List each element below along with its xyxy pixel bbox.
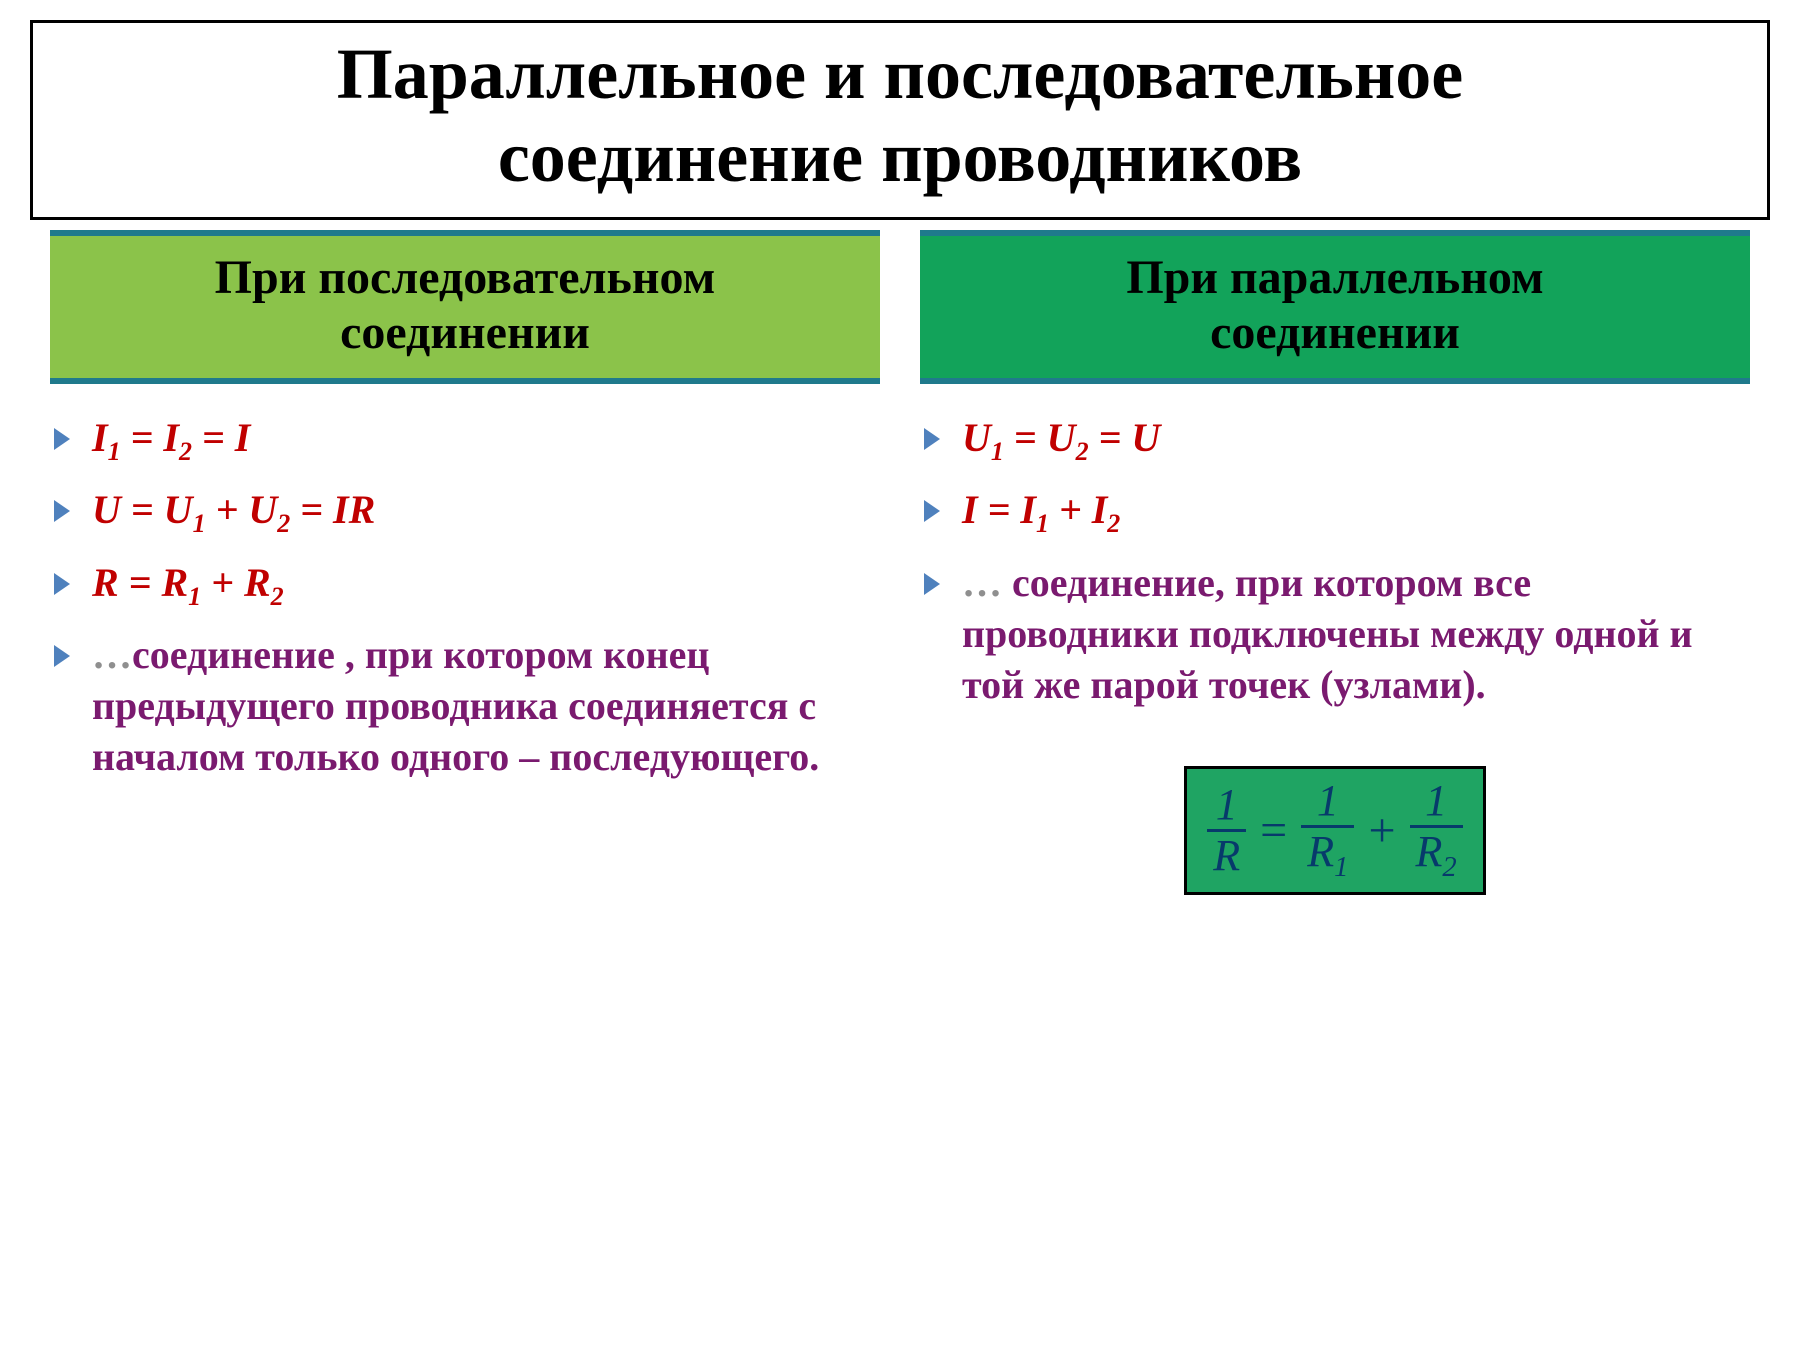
equals-sign: = [1260,803,1287,858]
description-body: соединение, при котором все проводники п… [962,560,1693,707]
bullet-icon [54,573,70,595]
fraction-denominator: R1 [1301,825,1354,882]
right-column: При параллельном соединении U1 = U2 = U I… [920,230,1750,896]
list-item: R = R1 + R2 [54,557,880,613]
right-subheader-line2: соединении [1210,306,1460,359]
columns-container: При последовательном соединении I1 = I2 … [0,230,1800,896]
fraction: 1R1 [1301,779,1354,882]
right-subheader-line1: При параллельном [1126,251,1543,304]
bullet-icon [924,500,940,522]
formula-text: U1 = U2 = U [962,412,1160,468]
fraction: 1R2 [1410,779,1463,882]
resistance-formula-box: 1R=1R1+1R2 [1184,766,1485,895]
bullet-icon [924,573,940,595]
title-line-2: соединение проводников [498,117,1302,197]
formula-box-wrap: 1R=1R1+1R2 [920,766,1750,895]
right-subheader: При параллельном соединении [920,230,1750,384]
fraction-denominator: R2 [1410,825,1463,882]
main-title: Параллельное и последовательное соединен… [53,33,1747,199]
right-list: U1 = U2 = U I = I1 + I2 … соединение, при … [920,412,1750,726]
fraction-numerator: 1 [1210,783,1244,829]
fraction-numerator: 1 [1419,779,1453,825]
description-text: … соединение, при котором все проводники… [962,557,1750,711]
bullet-icon [54,428,70,450]
bullet-icon [924,428,940,450]
list-item: I1 = I2 = I [54,412,880,468]
description-text: …соединение , при котором конец предыдущ… [92,629,880,783]
fraction-denominator: R [1207,829,1246,878]
left-subheader-line2: соединении [340,306,590,359]
main-title-box: Параллельное и последовательное соединен… [30,20,1770,220]
ellipsis: … [92,632,132,677]
formula-text: U = U1 + U2 = IR [92,484,375,540]
title-line-1: Параллельное и последовательное [337,34,1464,114]
list-item: …соединение , при котором конец предыдущ… [54,629,880,783]
plus-sign: + [1368,803,1395,858]
left-subheader-line1: При последовательном [215,251,716,304]
formula-text: I1 = I2 = I [92,412,250,468]
description-body: соединение , при котором конец предыдуще… [92,632,819,779]
list-item: U1 = U2 = U [924,412,1750,468]
fraction: 1R [1207,783,1246,878]
bullet-icon [54,500,70,522]
left-column: При последовательном соединении I1 = I2 … [50,230,880,896]
left-subheader: При последовательном соединении [50,230,880,384]
fraction-numerator: 1 [1311,779,1345,825]
formula-text: R = R1 + R2 [92,557,284,613]
ellipsis: … [962,560,1012,605]
list-item: … соединение, при котором все проводники… [924,557,1750,711]
formula-text: I = I1 + I2 [962,484,1120,540]
bullet-icon [54,645,70,667]
list-item: U = U1 + U2 = IR [54,484,880,540]
left-list: I1 = I2 = I U = U1 + U2 = IR R = R1 + R2 …с… [50,412,880,798]
list-item: I = I1 + I2 [924,484,1750,540]
